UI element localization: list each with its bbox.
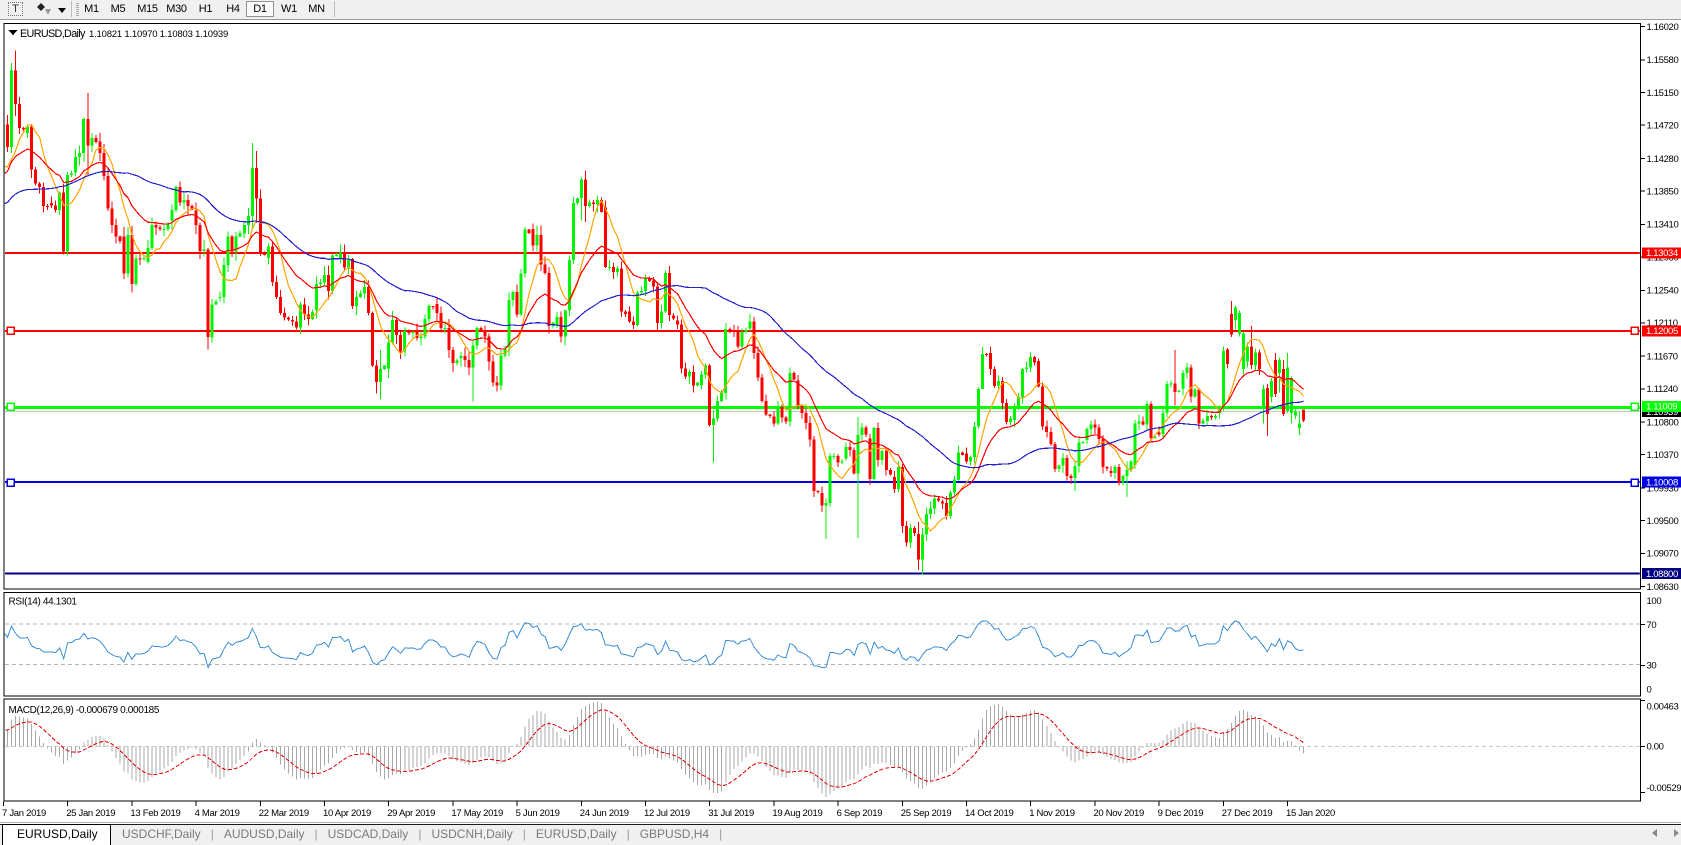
svg-text:1.10939: 1.10939 — [1646, 407, 1678, 418]
svg-text:MACD(12,26,9) -0.000679 0.0001: MACD(12,26,9) -0.000679 0.000185 — [9, 705, 160, 716]
svg-text:-0.00529: -0.00529 — [1647, 783, 1681, 794]
svg-text:19 Aug 2019: 19 Aug 2019 — [772, 808, 822, 819]
svg-text:10 Apr 2019: 10 Apr 2019 — [323, 808, 371, 819]
svg-text:1.15580: 1.15580 — [1647, 55, 1679, 66]
svg-text:100: 100 — [1647, 596, 1662, 607]
svg-text:70: 70 — [1647, 620, 1657, 631]
svg-text:1.11670: 1.11670 — [1647, 352, 1678, 363]
svg-text:1.12110: 1.12110 — [1647, 318, 1678, 329]
svg-text:1.10800: 1.10800 — [1647, 418, 1679, 429]
svg-text:1.12540: 1.12540 — [1647, 286, 1679, 297]
svg-text:29 Apr 2019: 29 Apr 2019 — [387, 808, 435, 819]
svg-text:30: 30 — [1647, 661, 1657, 672]
svg-text:1.12005: 1.12005 — [1646, 326, 1678, 337]
svg-text:9 Dec 2019: 9 Dec 2019 — [1158, 808, 1204, 819]
svg-text:13 Feb 2019: 13 Feb 2019 — [130, 808, 180, 819]
svg-text:1.08630: 1.08630 — [1647, 582, 1679, 593]
svg-text:1.14720: 1.14720 — [1647, 120, 1679, 131]
svg-text:RSI(14) 44.1301: RSI(14) 44.1301 — [9, 597, 78, 608]
svg-text:22 Mar 2019: 22 Mar 2019 — [259, 808, 309, 819]
svg-text:6 Sep 2019: 6 Sep 2019 — [837, 808, 883, 819]
svg-text:1.10008: 1.10008 — [1646, 478, 1678, 489]
svg-text:4 Mar 2019: 4 Mar 2019 — [195, 808, 240, 819]
svg-text:0.00: 0.00 — [1647, 742, 1664, 753]
svg-text:1.10821 1.10970 1.10803 1.1093: 1.10821 1.10970 1.10803 1.10939 — [89, 29, 228, 40]
svg-text:0.00463: 0.00463 — [1647, 702, 1679, 713]
svg-text:5 Jun 2019: 5 Jun 2019 — [516, 808, 560, 819]
svg-text:1.09070: 1.09070 — [1647, 549, 1679, 560]
svg-text:20 Nov 2019: 20 Nov 2019 — [1093, 808, 1144, 819]
svg-text:1.13034: 1.13034 — [1646, 248, 1678, 259]
svg-text:1.08800: 1.08800 — [1646, 569, 1678, 580]
svg-text:1.11009: 1.11009 — [1646, 402, 1677, 413]
svg-text:12 Jul 2019: 12 Jul 2019 — [644, 808, 690, 819]
svg-text:1.13850: 1.13850 — [1647, 186, 1679, 197]
svg-text:31 Jul 2019: 31 Jul 2019 — [708, 808, 754, 819]
svg-text:14 Oct 2019: 14 Oct 2019 — [965, 808, 1013, 819]
svg-text:1.09500: 1.09500 — [1647, 516, 1679, 527]
svg-text:24 Jun 2019: 24 Jun 2019 — [580, 808, 629, 819]
svg-text:17 May 2019: 17 May 2019 — [451, 808, 503, 819]
svg-text:25 Sep 2019: 25 Sep 2019 — [901, 808, 952, 819]
svg-text:1.09930: 1.09930 — [1647, 484, 1679, 495]
svg-text:EURUSD,Daily: EURUSD,Daily — [20, 28, 86, 40]
svg-text:1.13410: 1.13410 — [1647, 220, 1679, 231]
svg-text:1.11240: 1.11240 — [1647, 384, 1678, 395]
svg-text:27 Dec 2019: 27 Dec 2019 — [1222, 808, 1273, 819]
svg-text:1.10370: 1.10370 — [1647, 450, 1679, 461]
svg-text:25 Jan 2019: 25 Jan 2019 — [66, 808, 115, 819]
svg-text:1.16020: 1.16020 — [1647, 22, 1679, 33]
svg-text:1 Nov 2019: 1 Nov 2019 — [1029, 808, 1075, 819]
svg-text:7 Jan 2019: 7 Jan 2019 — [2, 808, 46, 819]
svg-text:0: 0 — [1647, 684, 1652, 695]
svg-text:1.14280: 1.14280 — [1647, 154, 1679, 165]
svg-text:15 Jan 2020: 15 Jan 2020 — [1286, 808, 1335, 819]
svg-text:1.15150: 1.15150 — [1647, 88, 1679, 99]
